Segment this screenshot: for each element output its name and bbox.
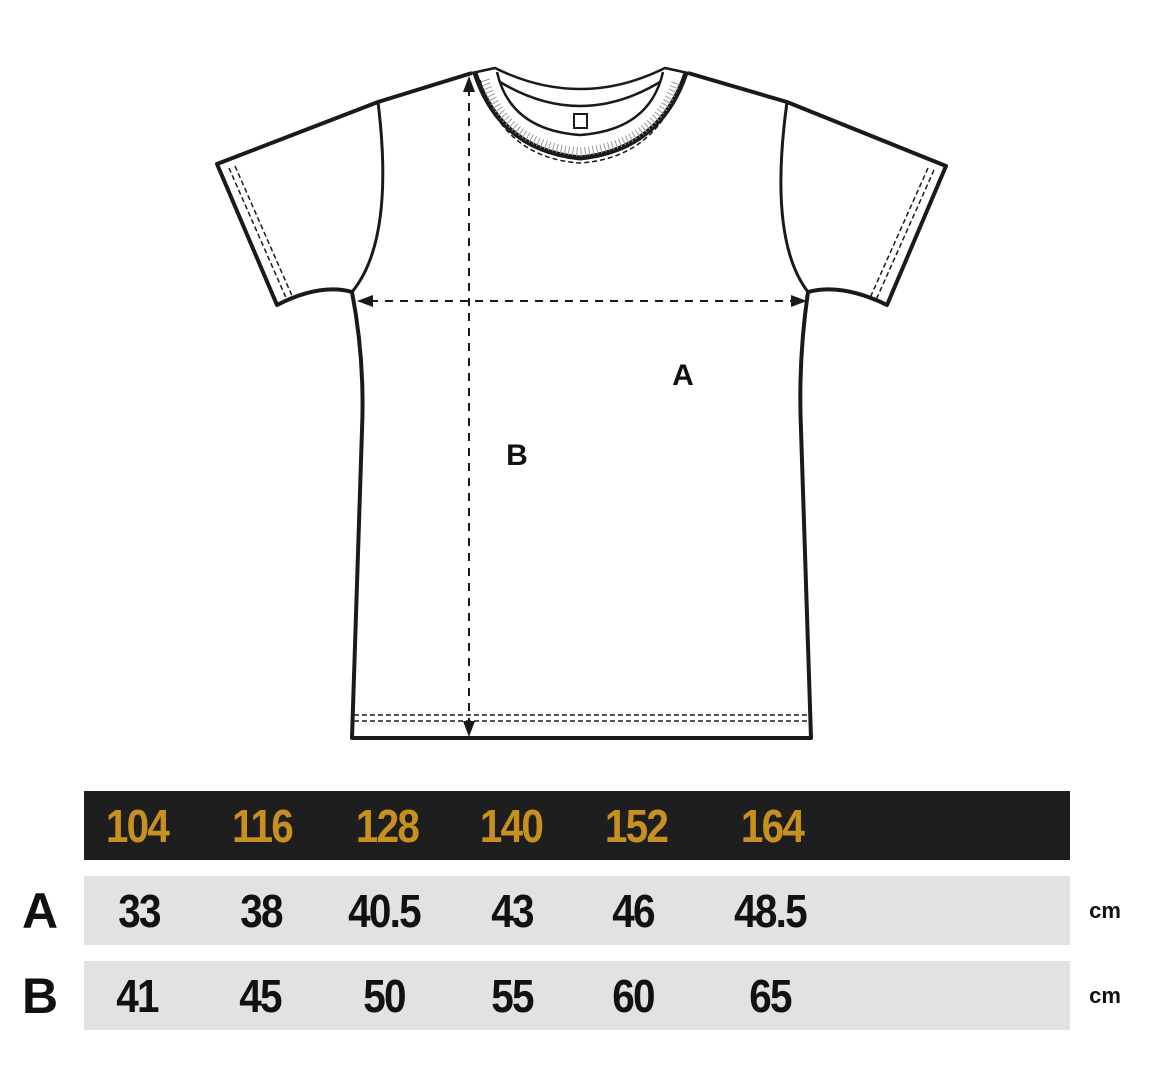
- bottom-hem-stitch: [354, 714, 809, 722]
- measurement-row-a: 33 38 40.5 43 46 48.5: [84, 876, 1070, 945]
- row-label-b: B: [21, 968, 59, 1024]
- size-cell: 104: [105, 799, 170, 852]
- arrow-up-icon: [463, 76, 475, 92]
- row-label-a: A: [21, 883, 59, 939]
- left-armhole-seam: [350, 101, 385, 293]
- size-cell: 140: [479, 799, 544, 852]
- size-header-row: 104 116 128 140 152 164: [84, 791, 1070, 860]
- value-cell: 50: [363, 969, 406, 1022]
- measure-label-b: B: [506, 439, 528, 472]
- size-cell: 128: [355, 799, 420, 852]
- value-cell: 65: [749, 969, 792, 1022]
- right-armhole-seam: [779, 101, 810, 293]
- unit-label-b: cm: [1089, 983, 1121, 1008]
- size-cell: 164: [740, 799, 805, 852]
- right-sleeve-hem-stitch: [869, 167, 935, 301]
- measure-label-a: A: [672, 359, 694, 392]
- unit-label-a: cm: [1089, 898, 1121, 923]
- value-cell: 43: [491, 884, 534, 937]
- collar-outer: [472, 72, 689, 161]
- value-cell: 48.5: [734, 884, 807, 937]
- value-cell: 33: [118, 884, 161, 937]
- size-cell: 116: [231, 799, 294, 852]
- value-cell: 55: [491, 969, 534, 1022]
- value-cell: 38: [240, 884, 283, 937]
- measurement-row-b: 41 45 50 55 60 65: [84, 961, 1070, 1030]
- collar-back: [499, 80, 661, 108]
- collar-stitch: [479, 79, 683, 164]
- tshirt-diagram: [215, 66, 948, 740]
- arrow-down-icon: [463, 721, 475, 737]
- arrow-left-icon: [357, 295, 373, 307]
- neck-label: [573, 113, 588, 129]
- value-cell: 40.5: [348, 884, 421, 937]
- shirt-outline: [215, 71, 948, 740]
- size-cell: 152: [604, 799, 669, 852]
- value-cell: 45: [239, 969, 282, 1022]
- value-cell: 60: [612, 969, 655, 1022]
- collar-top: [471, 66, 689, 91]
- left-sleeve-hem-stitch: [228, 165, 294, 301]
- value-cell: 41: [116, 969, 159, 1022]
- value-cell: 46: [612, 884, 655, 937]
- arrow-right-icon: [791, 295, 807, 307]
- collar-inner: [495, 71, 665, 137]
